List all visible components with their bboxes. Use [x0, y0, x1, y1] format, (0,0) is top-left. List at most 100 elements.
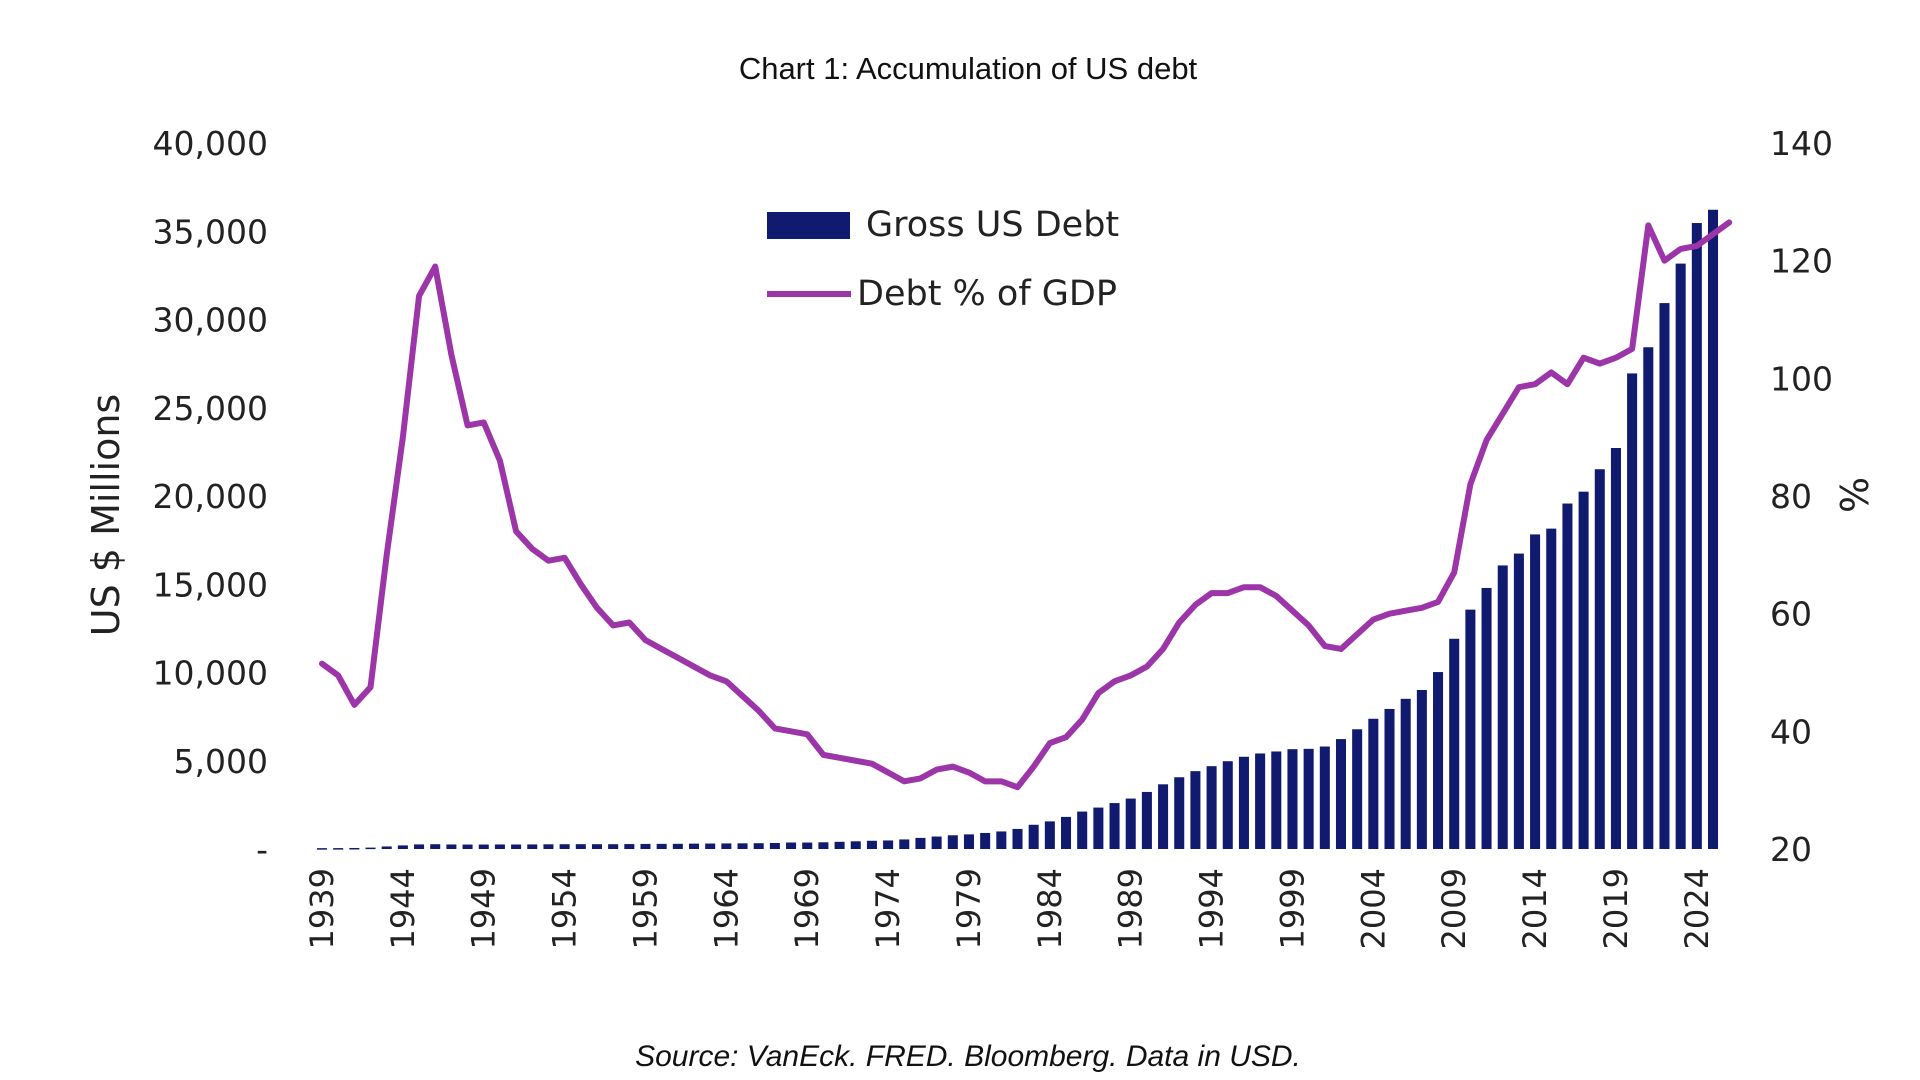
bar-1997 [1255, 753, 1266, 849]
bar-2005 [1384, 708, 1395, 849]
x-tick-label: 1994 [1193, 868, 1231, 949]
bar-1994 [1206, 766, 1217, 849]
bar-1945 [414, 844, 425, 849]
x-axis: 1939 1944 1949 1954 1959 1964 1969 1974 1979 1984… [303, 868, 1716, 949]
bar-1985 [1061, 816, 1072, 849]
y-axis-right: 20 40 60 80 100 120 140 [1770, 124, 1833, 869]
bar-1953 [543, 844, 554, 849]
bar-1962 [689, 843, 700, 849]
bar-1946 [430, 844, 441, 849]
bar-1947 [446, 844, 457, 849]
bar-2025 [1707, 209, 1719, 849]
bar-1972 [850, 841, 861, 849]
line-series-debt-pct-gdp [319, 219, 1733, 791]
bar-1996 [1238, 756, 1249, 849]
y-right-tick-label: 120 [1770, 242, 1833, 281]
bar-2000 [1303, 748, 1314, 849]
bar-1957 [608, 844, 619, 849]
x-tick-label: 1984 [1031, 868, 1069, 949]
bar-1981 [996, 831, 1007, 849]
y-left-tick-label: 5,000 [174, 742, 268, 781]
bar-1940 [333, 848, 344, 850]
bar-2021 [1643, 347, 1654, 849]
legend: Gross US Debt Debt % of GDP [767, 205, 1119, 314]
bar-1982 [1012, 828, 1023, 849]
bar-1978 [947, 835, 958, 849]
bar-1984 [1044, 821, 1055, 849]
bar-2001 [1319, 746, 1330, 849]
x-tick-label: 1969 [788, 868, 826, 949]
bar-2008 [1433, 672, 1444, 849]
bar-1975 [899, 839, 910, 849]
x-tick-label: 2019 [1597, 868, 1635, 949]
x-tick-label: 1974 [869, 868, 907, 949]
bar-1973 [866, 840, 877, 849]
line-debt-pct-gdp [319, 219, 1733, 791]
y-right-tick-label: 80 [1770, 477, 1812, 516]
y-left-tick-label: 35,000 [153, 212, 268, 251]
bar-1970 [818, 842, 829, 849]
bar-1992 [1174, 777, 1185, 849]
bar-1995 [1222, 761, 1233, 849]
bar-1942 [365, 847, 376, 850]
bar-2012 [1497, 565, 1508, 849]
bar-2013 [1513, 553, 1524, 849]
bar-1959 [640, 843, 651, 849]
y-right-tick-label: 40 [1770, 712, 1812, 751]
bar-2011 [1481, 587, 1492, 849]
bar-2015 [1546, 528, 1557, 849]
bar-1971 [834, 841, 845, 849]
y-left-tick-label: - [256, 830, 268, 869]
y-axis-right-title: % [1833, 477, 1877, 513]
chart-title: Chart 1: Accumulation of US debt [739, 51, 1198, 86]
x-tick-label: 1989 [1112, 868, 1150, 949]
bar-2023 [1675, 263, 1686, 850]
bar-1969 [802, 842, 813, 849]
bar-2017 [1578, 491, 1589, 849]
bar-1967 [769, 843, 780, 849]
bar-1956 [591, 844, 602, 849]
bar-2006 [1400, 698, 1411, 849]
x-tick-label: 1964 [707, 868, 745, 949]
bar-2004 [1368, 718, 1379, 849]
bar-1960 [656, 843, 667, 849]
x-tick-label: 1949 [465, 868, 503, 949]
bar-2016 [1562, 503, 1573, 849]
legend-label-debt-pct-gdp: Debt % of GDP [857, 274, 1117, 314]
bar-1987 [1093, 807, 1104, 849]
y-right-tick-label: 100 [1770, 359, 1833, 398]
x-tick-label: 2009 [1435, 868, 1473, 949]
bar-1952 [527, 844, 538, 849]
bar-2024 [1691, 223, 1702, 850]
bar-1943 [381, 846, 392, 849]
bar-2003 [1352, 729, 1363, 849]
bar-1998 [1271, 751, 1282, 849]
bar-1999 [1287, 749, 1298, 849]
bar-1980 [980, 832, 991, 849]
y-right-tick-label: 20 [1770, 830, 1812, 869]
bar-1991 [1158, 784, 1169, 849]
bar-1986 [1077, 811, 1088, 849]
bar-1964 [721, 843, 732, 849]
bar-2009 [1449, 638, 1460, 849]
bar-1990 [1141, 791, 1152, 849]
x-tick-label: 1954 [546, 868, 584, 949]
x-tick-label: 1944 [384, 868, 422, 949]
y-left-tick-label: 25,000 [153, 389, 268, 428]
bar-1951 [511, 844, 522, 849]
bar-1954 [559, 844, 570, 849]
y-left-tick-label: 15,000 [153, 565, 268, 604]
x-tick-label: 2014 [1516, 868, 1554, 949]
bar-1979 [963, 834, 974, 849]
y-right-tick-label: 60 [1770, 595, 1812, 634]
y-left-tick-label: 30,000 [153, 301, 268, 340]
bar-1950 [494, 844, 505, 849]
bar-1976 [915, 837, 926, 849]
bar-1974 [883, 840, 894, 849]
bar-2019 [1610, 448, 1621, 849]
y-axis-left-title: US $ Millions [84, 394, 128, 636]
bar-1941 [349, 847, 360, 850]
bar-1949 [478, 844, 489, 849]
bar-1966 [753, 843, 764, 849]
